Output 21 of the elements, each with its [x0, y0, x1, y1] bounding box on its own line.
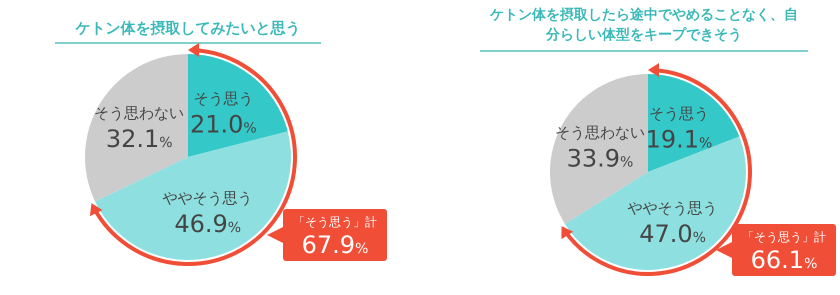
chart-title: ケトン体を摂取したら途中でやめることなく、自分らしい体型をキープできそう: [488, 6, 799, 45]
slice-label: そう思わない: [554, 123, 645, 142]
text: 「そう思う」計: [742, 230, 826, 244]
slice-label: ややそう思う: [162, 189, 253, 208]
data-label: 46.9%: [174, 210, 242, 238]
pie-slice: [95, 131, 291, 260]
text: 66.1%: [750, 246, 818, 274]
data-label: 33.9%: [566, 144, 634, 172]
pie-slice: [648, 74, 740, 172]
slice-label: そう思う: [648, 104, 709, 123]
text: 「そう思う」計: [293, 215, 377, 229]
pie-slice: [188, 54, 288, 157]
data-label: 19.1%: [646, 126, 712, 154]
text: 67.9%: [302, 231, 368, 259]
slice-label: ややそう思う: [628, 199, 718, 218]
data-label: 32.1%: [106, 125, 173, 154]
slice-label: そう思う: [193, 89, 254, 108]
chart-title: ケトン体を摂取してみたいと思う: [74, 18, 302, 38]
data-label: 47.0%: [639, 220, 706, 248]
slice-label: そう思わない: [94, 104, 184, 122]
data-label: 21.0%: [190, 110, 257, 138]
